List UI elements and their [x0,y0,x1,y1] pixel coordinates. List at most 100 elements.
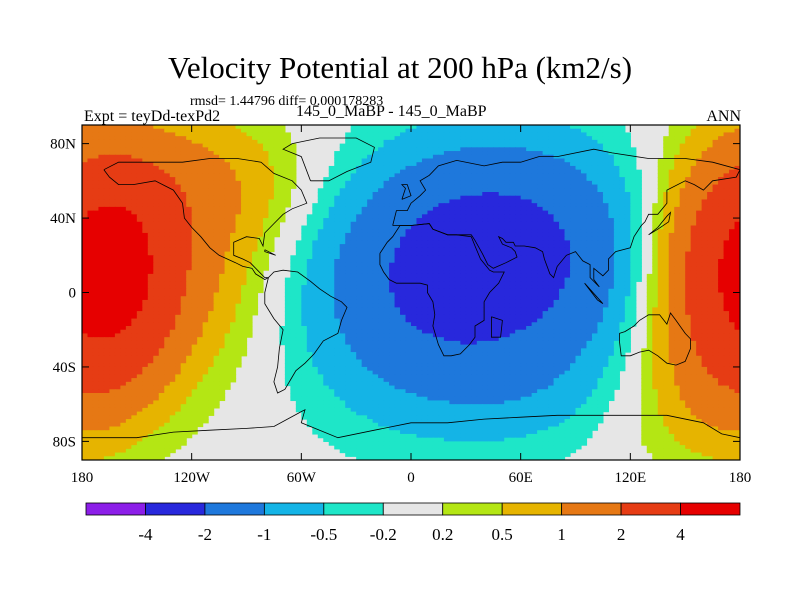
field-cell [400,244,407,249]
field-cell [378,192,385,197]
field-cell [279,151,286,156]
field-cell [586,136,593,141]
field-cell [246,143,253,148]
field-cell [526,203,533,208]
field-cell [602,199,609,204]
field-cell [520,162,527,167]
field-cell [378,247,385,253]
field-cell [257,251,264,256]
field-cell [142,281,149,286]
field-cell [619,147,626,152]
field-cell [180,165,187,171]
field-cell [131,154,138,160]
field-cell [685,154,692,160]
field-cell [202,169,209,174]
field-cell [186,151,193,156]
field-cell [570,225,577,230]
field-cell [328,192,335,197]
field-cell [591,259,599,264]
field-cell [482,229,489,234]
field-cell [197,214,204,219]
field-cell [136,240,143,245]
field-cell [191,225,198,230]
field-cell [663,244,670,249]
field-cell [564,214,571,219]
field-cell [328,247,335,253]
field-cell [723,184,730,189]
field-cell [723,229,730,234]
field-cell [202,177,209,182]
field-cell [679,199,686,204]
field-cell [685,214,692,219]
field-cell [125,251,132,256]
field-cell [147,151,154,156]
field-cell [608,277,615,282]
field-cell [454,221,461,227]
field-cell [142,251,149,256]
field-cell [630,214,637,219]
field-cell [114,180,121,186]
field-cell [197,165,204,171]
field-cell [509,188,516,193]
field-cell [674,169,681,174]
field-cell [586,255,593,260]
field-cell [493,136,500,141]
field-cell [493,288,500,294]
field-cell [92,218,100,223]
field-cell [284,169,291,174]
field-cell [400,128,407,134]
field-cell [449,206,456,212]
field-cell [613,158,620,163]
field-cell [663,229,670,234]
field-cell [378,266,385,271]
field-cell [197,232,204,238]
field-cell [147,232,154,238]
field-cell [372,184,379,189]
field-cell [136,128,143,134]
field-cell [509,255,516,260]
field-cell [723,281,730,286]
field-cell [690,192,697,197]
field-cell [125,214,132,219]
field-cell [597,128,604,134]
field-cell [356,277,363,282]
field-cell [416,139,423,145]
field-cell [580,173,588,178]
field-cell [246,162,253,167]
field-cell [389,199,396,204]
field-cell [460,273,467,279]
field-cell [580,247,588,253]
field-cell [421,229,429,234]
field-cell [98,151,105,156]
field-cell [378,162,385,167]
field-cell [367,173,374,178]
field-cell [537,218,544,223]
field-cell [591,229,599,234]
field-cell [646,288,653,294]
field-cell [591,285,599,290]
field-cell [476,240,483,245]
field-cell [690,236,697,241]
field-cell [619,165,626,171]
field-cell [334,229,341,234]
field-cell [262,147,270,152]
field-cell [251,192,259,197]
field-cell [679,128,686,134]
field-cell [136,169,143,174]
field-cell [82,259,89,264]
field-cell [400,240,407,245]
field-cell [493,147,500,152]
field-cell [350,225,357,230]
field-cell [191,165,198,171]
field-cell [284,165,291,171]
field-cell [471,277,478,282]
field-cell [82,151,89,156]
field-cell [718,125,725,130]
field-cell [378,281,385,286]
field-cell [663,184,670,189]
field-cell [224,247,231,253]
field-cell [707,270,714,275]
field-cell [109,192,116,197]
field-cell [416,210,423,215]
field-cell [197,262,204,268]
